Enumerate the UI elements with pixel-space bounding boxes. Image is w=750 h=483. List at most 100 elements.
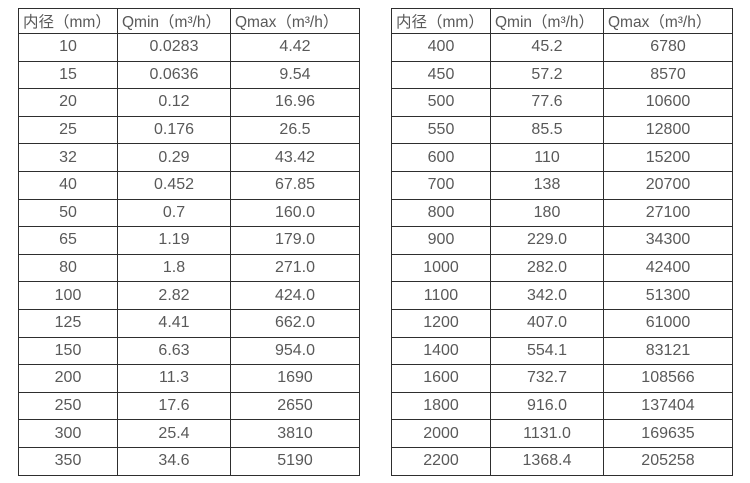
table-cell: 169635 — [603, 419, 733, 448]
table-cell: 9.54 — [230, 60, 360, 90]
table-cell: 1800 — [391, 391, 491, 421]
table-cell: 100 — [18, 281, 118, 310]
table-cell: 1000 — [391, 253, 491, 283]
table-cell: 1.8 — [117, 253, 231, 283]
table-cell: 10 — [18, 33, 118, 62]
table-row: 20 0.12 16.96 — [18, 88, 360, 117]
table-cell: 160.0 — [230, 198, 360, 228]
table-cell: 138 — [490, 170, 604, 200]
table-cell: 0.12 — [117, 88, 231, 117]
header-cell: Qmax（m³/h） — [603, 8, 733, 34]
table-row: 2200 1368.4 205258 — [391, 446, 733, 476]
table-body: 400 45.2 6780 450 57.2 8570 500 77.6 10600 550 85.… — [391, 33, 733, 476]
table-cell: 20700 — [603, 170, 733, 200]
table-cell: 10600 — [603, 88, 733, 117]
table-cell: 300 — [18, 419, 118, 448]
table-cell: 6.63 — [117, 336, 231, 366]
table-cell: 900 — [391, 226, 491, 255]
table-cell: 229.0 — [490, 226, 604, 255]
table-row: 150 6.63 954.0 — [18, 336, 360, 366]
table-cell: 5190 — [230, 446, 360, 476]
table-row: 600 110 15200 — [391, 143, 733, 172]
header-row: 内径（mm） Qmin（m³/h） Qmax（m³/h） — [391, 8, 733, 34]
table-cell: 11.3 — [117, 364, 231, 393]
table-cell: 12800 — [603, 115, 733, 145]
table-row: 400 45.2 6780 — [391, 33, 733, 62]
table-cell: 0.452 — [117, 170, 231, 200]
table-cell: 800 — [391, 198, 491, 228]
table-row: 2000 1131.0 169635 — [391, 419, 733, 448]
table-cell: 0.7 — [117, 198, 231, 228]
flow-range-table-right: 内径（mm） Qmin（m³/h） Qmax（m³/h） 400 45.2 6780 45… — [391, 8, 733, 476]
table-cell: 550 — [391, 115, 491, 145]
table-cell: 342.0 — [490, 281, 604, 310]
header-cell: 内径（mm） — [18, 8, 118, 34]
table-row: 32 0.29 43.42 — [18, 143, 360, 172]
table-cell: 1100 — [391, 281, 491, 310]
table-cell: 34.6 — [117, 446, 231, 476]
table-row: 1100 342.0 51300 — [391, 281, 733, 310]
table-cell: 0.0283 — [117, 33, 231, 62]
table-cell: 77.6 — [490, 88, 604, 117]
table-cell: 271.0 — [230, 253, 360, 283]
table-cell: 1.19 — [117, 226, 231, 255]
table-cell: 450 — [391, 60, 491, 90]
table-cell: 67.85 — [230, 170, 360, 200]
table-cell: 4.41 — [117, 308, 231, 338]
table-cell: 17.6 — [117, 391, 231, 421]
table-cell: 424.0 — [230, 281, 360, 310]
table-cell: 137404 — [603, 391, 733, 421]
header-cell: 内径（mm） — [391, 8, 491, 34]
table-row: 200 11.3 1690 — [18, 364, 360, 393]
table-cell: 85.5 — [490, 115, 604, 145]
table-cell: 3810 — [230, 419, 360, 448]
header-cell: Qmin（m³/h） — [117, 8, 231, 34]
table-row: 900 229.0 34300 — [391, 226, 733, 255]
table-cell: 4.42 — [230, 33, 360, 62]
table-row: 100 2.82 424.0 — [18, 281, 360, 310]
table-cell: 110 — [490, 143, 604, 172]
table-row: 300 25.4 3810 — [18, 419, 360, 448]
table-cell: 407.0 — [490, 308, 604, 338]
table-row: 1800 916.0 137404 — [391, 391, 733, 421]
table-cell: 282.0 — [490, 253, 604, 283]
table-cell: 34300 — [603, 226, 733, 255]
table-cell: 108566 — [603, 364, 733, 393]
table-cell: 500 — [391, 88, 491, 117]
table-cell: 1600 — [391, 364, 491, 393]
table-row: 250 17.6 2650 — [18, 391, 360, 421]
table-header: 内径（mm） Qmin（m³/h） Qmax（m³/h） — [391, 8, 733, 34]
table-cell: 6780 — [603, 33, 733, 62]
table-cell: 200 — [18, 364, 118, 393]
table-row: 500 77.6 10600 — [391, 88, 733, 117]
table-row: 125 4.41 662.0 — [18, 308, 360, 338]
table-cell: 179.0 — [230, 226, 360, 255]
table-cell: 32 — [18, 143, 118, 172]
header-row: 内径（mm） Qmin（m³/h） Qmax（m³/h） — [18, 8, 360, 34]
table-cell: 350 — [18, 446, 118, 476]
table-row: 450 57.2 8570 — [391, 60, 733, 90]
table-cell: 25 — [18, 115, 118, 145]
table-cell: 25.4 — [117, 419, 231, 448]
table-cell: 45.2 — [490, 33, 604, 62]
table-row: 1400 554.1 83121 — [391, 336, 733, 366]
table-cell: 20 — [18, 88, 118, 117]
table-cell: 43.42 — [230, 143, 360, 172]
table-body: 10 0.0283 4.42 15 0.0636 9.54 20 0.12 16.96 25 0.1… — [18, 33, 360, 476]
table-cell: 80 — [18, 253, 118, 283]
table-cell: 51300 — [603, 281, 733, 310]
table-row: 10 0.0283 4.42 — [18, 33, 360, 62]
table-row: 15 0.0636 9.54 — [18, 60, 360, 90]
table-cell: 27100 — [603, 198, 733, 228]
table-cell: 1400 — [391, 336, 491, 366]
table-cell: 400 — [391, 33, 491, 62]
table-row: 1000 282.0 42400 — [391, 253, 733, 283]
table-cell: 125 — [18, 308, 118, 338]
table-cell: 40 — [18, 170, 118, 200]
table-cell: 0.0636 — [117, 60, 231, 90]
table-row: 50 0.7 160.0 — [18, 198, 360, 228]
table-row: 25 0.176 26.5 — [18, 115, 360, 145]
table-cell: 205258 — [603, 446, 733, 476]
header-cell: Qmin（m³/h） — [490, 8, 604, 34]
table-cell: 42400 — [603, 253, 733, 283]
